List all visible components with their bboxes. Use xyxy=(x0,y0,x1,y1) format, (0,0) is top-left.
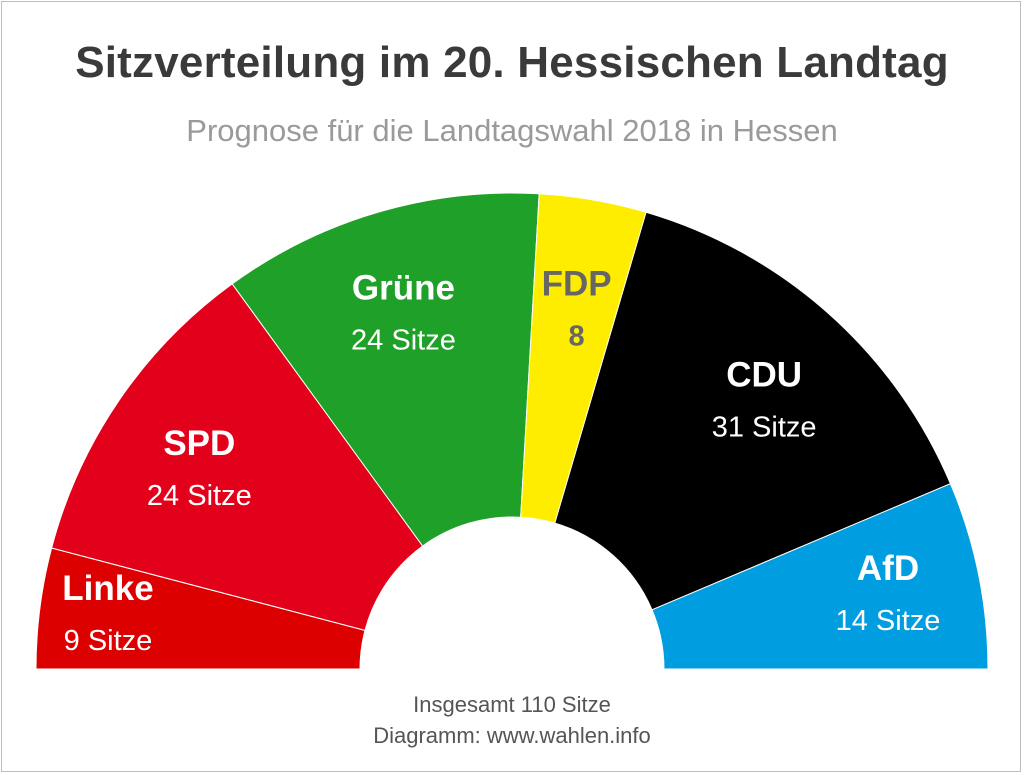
slice-afd xyxy=(651,483,989,670)
chart-title: Sitzverteilung im 20. Hessischen Landtag xyxy=(75,38,949,87)
slice-name-spd: SPD xyxy=(163,424,235,463)
slice-spd xyxy=(51,283,424,631)
total-seats-label: Insgesamt 110 Sitze xyxy=(413,692,611,717)
slice-value-cdu: 31 Sitze xyxy=(712,411,817,443)
chart-subtitle: Prognose für die Landtagswahl 2018 in He… xyxy=(186,113,838,148)
slice-value-spd: 24 Sitze xyxy=(147,480,252,512)
slice-name-fdp: FDP xyxy=(542,265,612,304)
slice-name-afd: AfD xyxy=(857,549,919,588)
slice-name-gruene: Grüne xyxy=(352,268,455,307)
slice-value-fdp: 8 xyxy=(569,321,585,353)
slice-gruene xyxy=(231,192,540,547)
slice-value-gruene: 24 Sitze xyxy=(351,324,456,356)
slice-name-cdu: CDU xyxy=(726,355,802,394)
slice-name-linke: Linke xyxy=(62,569,153,608)
slice-value-afd: 14 Sitze xyxy=(836,605,941,637)
slice-cdu xyxy=(554,211,952,611)
source-label: Diagramm: www.wahlen.info xyxy=(373,723,651,748)
slice-value-linke: 9 Sitze xyxy=(64,625,153,657)
